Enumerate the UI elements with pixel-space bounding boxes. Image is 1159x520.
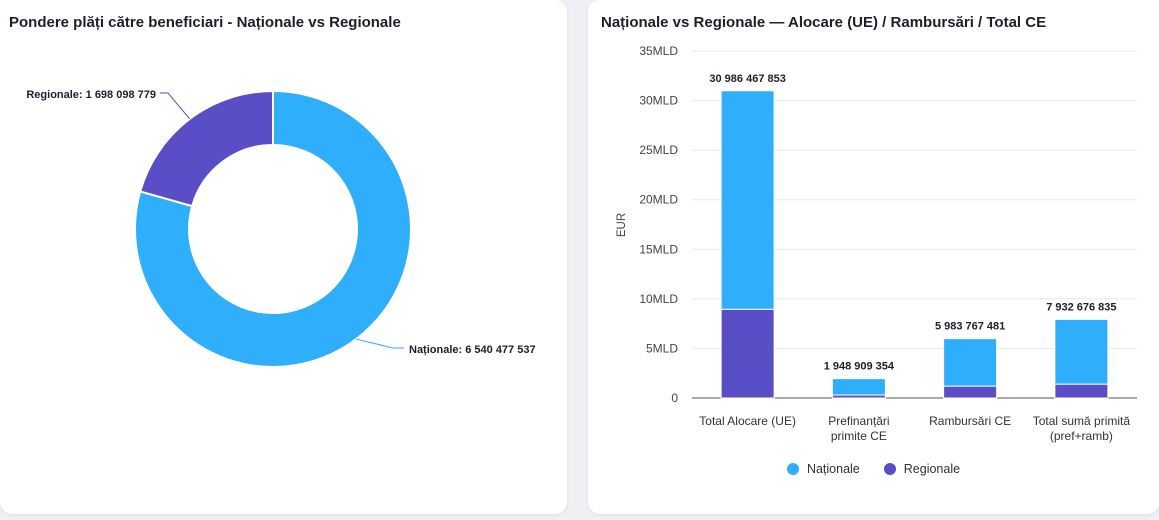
y-axis-label: EUR [616,213,628,237]
y-tick-label: 0 [671,391,678,405]
y-tick-label: 35MLD [639,44,678,58]
bar-naionale-3[interactable] [1054,318,1109,385]
donut-slice-regionale[interactable] [138,89,274,208]
bar-total-label: 30 986 467 853 [709,73,785,85]
bar-chart: 0 5MLD 10MLD 15MLD 20MLD 25MLD 30MLD 35MLD EUR 30… [616,44,1137,443]
x-category-label: Total Alocare (UE) [699,414,796,428]
y-tick-label: 30MLD [639,94,678,108]
donut-chart-card: Pondere plăți către beneficiari - Națion… [0,0,567,514]
x-category-label: Prefinanțări [828,414,889,428]
bar-regionale-0[interactable] [720,308,775,399]
legend-item-nationale[interactable]: Naționale [786,462,860,476]
donut-chart: Naționale: 6 540 477 537 Regionale: 1 698… [26,89,536,368]
donut-slice-naionale[interactable] [134,89,412,368]
bar-naionale-1[interactable] [831,378,886,396]
bar-naionale-2[interactable] [943,338,998,387]
legend-label-nationale: Naționale [806,462,860,476]
y-tick-label: 25MLD [639,143,678,157]
y-tick-label: 15MLD [639,242,678,256]
legend-dot-nationale [786,463,799,475]
bar-chart-title: Naționale vs Regionale — Alocare (UE) / … [601,14,1047,31]
x-category-label: primite CE [831,429,887,443]
donut-label-connector [160,92,191,120]
x-category-label: Total sumă primită [1033,414,1131,428]
donut-chart-title: Pondere plăți către beneficiari - Națion… [9,14,401,31]
legend-item-regionale[interactable]: Regionale [883,462,961,476]
donut-slice-label: Naționale: 6 540 477 537 [409,344,536,356]
donut-label-connector [356,338,404,349]
legend-label-regionale: Regionale [903,462,961,476]
donut-slice-label: Regionale: 1 698 098 779 [26,89,156,101]
bar-regionale-2[interactable] [943,385,998,399]
bar-total-label: 5 983 767 481 [935,321,1005,333]
chart-legend: Naționale Regionale [588,462,1159,476]
x-category-label: (pref+ramb) [1050,429,1113,443]
x-category-label: Rambursări CE [929,414,1011,428]
bar-regionale-3[interactable] [1054,383,1109,399]
y-tick-label: 10MLD [639,292,678,306]
y-tick-label: 5MLD [646,341,678,355]
bar-chart-card: Naționale vs Regionale — Alocare (UE) / … [588,0,1159,514]
bar-total-label: 1 948 909 354 [824,361,895,373]
legend-dot-regionale [883,463,896,475]
bar-total-label: 7 932 676 835 [1046,301,1116,313]
bar-naionale-0[interactable] [720,90,775,310]
y-tick-label: 20MLD [639,193,678,207]
